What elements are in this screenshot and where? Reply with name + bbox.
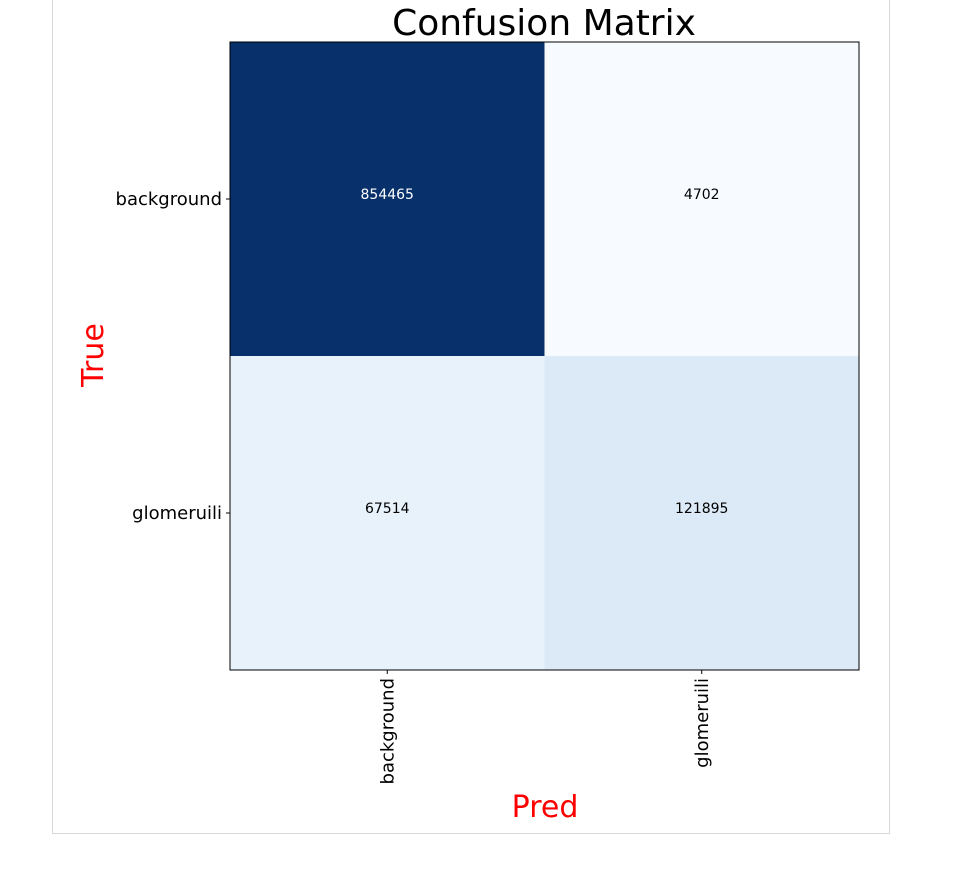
chart-title: Confusion Matrix	[392, 3, 696, 44]
heatmap-cell	[544, 42, 859, 356]
y-tick-label: glomeruili	[132, 503, 222, 524]
heatmap-cell	[230, 42, 545, 356]
heatmap-cell	[230, 356, 545, 670]
figure-frame	[52, 0, 890, 834]
x-tick-label: background	[377, 678, 398, 784]
cell-value-label: 4702	[684, 187, 720, 203]
axis-ticks: background glomeruili background glomeruili	[116, 189, 713, 784]
cell-value-label: 121895	[675, 501, 728, 517]
x-tick-label: glomeruili	[692, 678, 713, 768]
y-axis-label: True	[76, 323, 111, 388]
heatmap-cell	[544, 356, 859, 670]
cell-value-label: 854465	[361, 187, 414, 203]
plot-border	[229, 41, 860, 671]
cell-value-label: 67514	[365, 501, 410, 517]
y-tick-label: background	[116, 189, 222, 210]
heatmap-cells: 854465 4702 67514 121895	[230, 42, 859, 670]
x-axis-label: Pred	[512, 790, 579, 825]
